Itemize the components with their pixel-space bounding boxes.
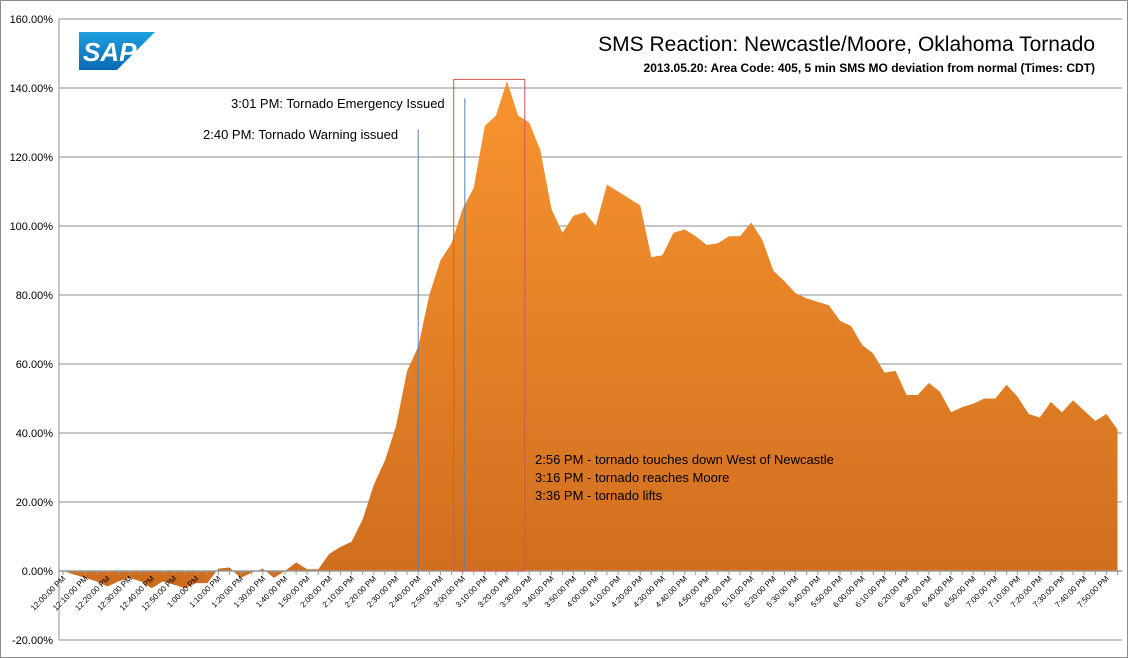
chart-title: SMS Reaction: Newcastle/Moore, Oklahoma … xyxy=(598,33,1095,56)
svg-text:SAP: SAP xyxy=(83,37,137,67)
y-tick-label: 120.00% xyxy=(10,152,54,164)
y-tick-label: 20.00% xyxy=(16,497,54,509)
y-tick-label: 60.00% xyxy=(16,359,54,371)
annotation-tornado-warning: 2:40 PM: Tornado Warning issued xyxy=(203,127,399,142)
tornado-window-box xyxy=(453,78,526,572)
y-tick-label: 80.00% xyxy=(16,290,54,302)
y-tick-label: 40.00% xyxy=(16,428,54,440)
y-tick-label: 140.00% xyxy=(10,83,54,95)
annotation-tornado-emergency: 3:01 PM: Tornado Emergency Issued xyxy=(231,96,445,111)
area-series xyxy=(63,81,1118,589)
note-touchdown: 2:56 PM - tornado touches down West of N… xyxy=(535,452,834,467)
y-tick-label: 0.00% xyxy=(22,566,53,578)
chart-subtitle: 2013.05.20: Area Code: 405, 5 min SMS MO… xyxy=(643,61,1095,75)
y-tick-label: -20.00% xyxy=(12,635,53,647)
y-tick-label: 160.00% xyxy=(10,14,54,26)
note-lifts: 3:36 PM - tornado lifts xyxy=(535,488,663,503)
y-tick-label: 100.00% xyxy=(10,221,54,233)
note-reaches-moore: 3:16 PM - tornado reaches Moore xyxy=(535,470,730,485)
